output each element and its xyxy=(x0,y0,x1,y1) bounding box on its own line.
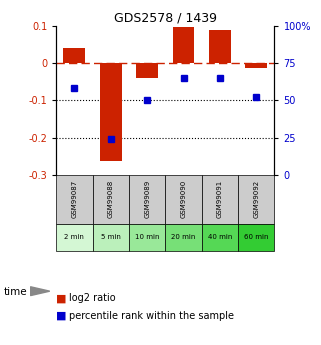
Text: 2 min: 2 min xyxy=(65,234,84,240)
Bar xyxy=(92,224,129,251)
Bar xyxy=(245,63,267,68)
Text: 5 min: 5 min xyxy=(101,234,121,240)
Bar xyxy=(238,224,274,251)
Bar xyxy=(56,224,92,251)
Bar xyxy=(100,63,122,161)
Bar xyxy=(56,175,92,224)
Bar xyxy=(64,48,85,63)
Bar xyxy=(165,175,202,224)
Title: GDS2578 / 1439: GDS2578 / 1439 xyxy=(114,12,217,25)
Bar xyxy=(129,224,165,251)
Polygon shape xyxy=(30,287,50,296)
Text: GSM99091: GSM99091 xyxy=(217,180,223,218)
Text: GSM99088: GSM99088 xyxy=(108,180,114,218)
Bar xyxy=(129,175,165,224)
Bar xyxy=(202,224,238,251)
Text: 10 min: 10 min xyxy=(135,234,159,240)
Text: ■: ■ xyxy=(56,311,67,321)
Text: time: time xyxy=(3,287,27,296)
Bar xyxy=(173,27,195,63)
Bar xyxy=(238,175,274,224)
Bar xyxy=(202,175,238,224)
Text: 20 min: 20 min xyxy=(171,234,196,240)
Text: log2 ratio: log2 ratio xyxy=(69,294,116,303)
Text: percentile rank within the sample: percentile rank within the sample xyxy=(69,311,234,321)
Bar xyxy=(165,224,202,251)
Text: ■: ■ xyxy=(56,294,67,303)
Text: GSM99090: GSM99090 xyxy=(180,180,187,218)
Text: 60 min: 60 min xyxy=(244,234,268,240)
Bar xyxy=(92,175,129,224)
Text: 40 min: 40 min xyxy=(208,234,232,240)
Text: GSM99089: GSM99089 xyxy=(144,180,150,218)
Bar xyxy=(136,63,158,78)
Text: GSM99092: GSM99092 xyxy=(253,180,259,218)
Text: GSM99087: GSM99087 xyxy=(71,180,77,218)
Bar xyxy=(209,30,231,63)
